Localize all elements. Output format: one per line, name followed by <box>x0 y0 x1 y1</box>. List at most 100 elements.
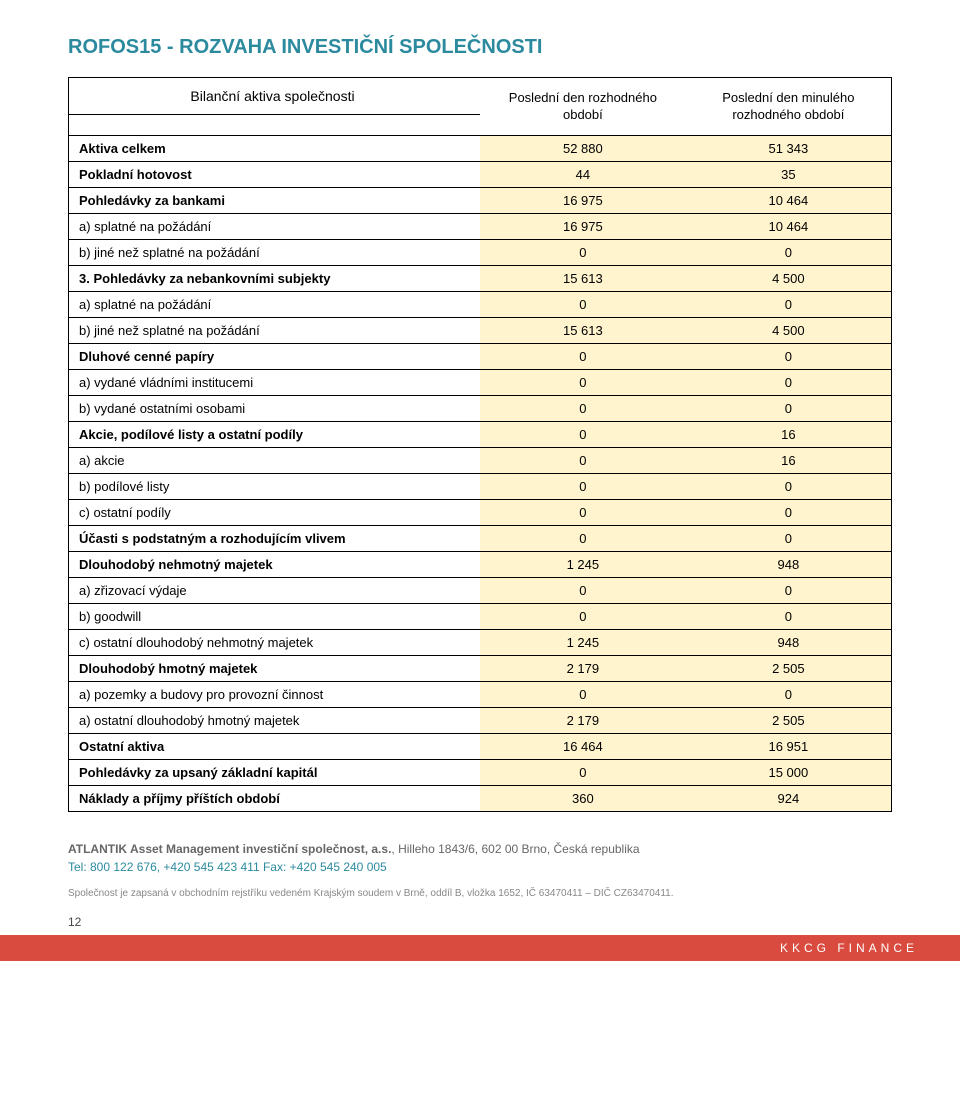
row-value-2: 0 <box>686 344 892 370</box>
row-value-2: 948 <box>686 630 892 656</box>
row-value-2: 948 <box>686 552 892 578</box>
table-row: c) ostatní dlouhodobý nehmotný majetek1 … <box>69 630 892 656</box>
table-row: Dluhové cenné papíry00 <box>69 344 892 370</box>
balance-table: Bilanční aktiva společnosti Poslední den… <box>68 77 892 812</box>
row-value-2: 0 <box>686 500 892 526</box>
row-value-1: 0 <box>480 370 686 396</box>
row-value-1: 15 613 <box>480 266 686 292</box>
table-row: Aktiva celkem52 88051 343 <box>69 136 892 162</box>
table-row: Náklady a příjmy příštích období360924 <box>69 786 892 812</box>
row-value-1: 0 <box>480 448 686 474</box>
row-value-2: 15 000 <box>686 760 892 786</box>
table-row: a) akcie016 <box>69 448 892 474</box>
table-row: Akcie, podílové listy a ostatní podíly01… <box>69 422 892 448</box>
table-col1-header: Poslední den rozhodného období <box>480 78 686 136</box>
row-value-2: 51 343 <box>686 136 892 162</box>
table-row: Dlouhodobý hmotný majetek2 1792 505 <box>69 656 892 682</box>
footer-address-rest: , Hilleho 1843/6, 602 00 Brno, Česká rep… <box>391 842 639 856</box>
footer-company-name: ATLANTIK Asset Management investiční spo… <box>68 842 391 856</box>
table-row: b) goodwill00 <box>69 604 892 630</box>
page-title: ROFOS15 - ROZVAHA INVESTIČNÍ SPOLEČNOSTI <box>68 36 892 59</box>
row-value-2: 4 500 <box>686 318 892 344</box>
row-value-2: 16 951 <box>686 734 892 760</box>
row-value-1: 0 <box>480 396 686 422</box>
row-value-2: 4 500 <box>686 266 892 292</box>
row-value-1: 0 <box>480 292 686 318</box>
table-row: Dlouhodobý nehmotný majetek1 245948 <box>69 552 892 578</box>
table-row: c) ostatní podíly00 <box>69 500 892 526</box>
row-label: a) akcie <box>69 448 481 474</box>
row-value-1: 2 179 <box>480 656 686 682</box>
row-value-2: 16 <box>686 422 892 448</box>
row-label: a) splatné na požádání <box>69 292 481 318</box>
brand-strip: KKCG FINANCE <box>0 935 960 961</box>
row-label: b) podílové listy <box>69 474 481 500</box>
row-label: Ostatní aktiva <box>69 734 481 760</box>
table-row: a) ostatní dlouhodobý hmotný majetek2 17… <box>69 708 892 734</box>
row-value-2: 16 <box>686 448 892 474</box>
row-value-2: 10 464 <box>686 188 892 214</box>
row-value-1: 0 <box>480 682 686 708</box>
row-value-2: 10 464 <box>686 214 892 240</box>
row-value-2: 0 <box>686 292 892 318</box>
row-value-2: 924 <box>686 786 892 812</box>
table-row: 3. Pohledávky za nebankovními subjekty15… <box>69 266 892 292</box>
row-value-1: 16 975 <box>480 188 686 214</box>
row-value-1: 360 <box>480 786 686 812</box>
row-value-1: 0 <box>480 760 686 786</box>
page-number: 12 <box>68 915 892 929</box>
row-value-1: 52 880 <box>480 136 686 162</box>
row-label: Pohledávky za upsaný základní kapitál <box>69 760 481 786</box>
row-value-2: 0 <box>686 240 892 266</box>
table-row: b) vydané ostatními osobami00 <box>69 396 892 422</box>
table-col2-header: Poslední den minulého rozhodného období <box>686 78 892 136</box>
row-value-1: 0 <box>480 526 686 552</box>
table-row: a) splatné na požádání00 <box>69 292 892 318</box>
row-value-2: 35 <box>686 162 892 188</box>
row-label: b) vydané ostatními osobami <box>69 396 481 422</box>
table-row: a) pozemky a budovy pro provozní činnost… <box>69 682 892 708</box>
row-label: c) ostatní dlouhodobý nehmotný majetek <box>69 630 481 656</box>
table-row: a) splatné na požádání16 97510 464 <box>69 214 892 240</box>
row-label: b) goodwill <box>69 604 481 630</box>
row-value-1: 0 <box>480 578 686 604</box>
table-row: Účasti s podstatným a rozhodujícím vlive… <box>69 526 892 552</box>
row-label: Dlouhodobý nehmotný majetek <box>69 552 481 578</box>
row-label: c) ostatní podíly <box>69 500 481 526</box>
table-row: b) jiné než splatné na požádání00 <box>69 240 892 266</box>
table-row: a) vydané vládními institucemi00 <box>69 370 892 396</box>
row-label: Účasti s podstatným a rozhodujícím vlive… <box>69 526 481 552</box>
row-value-1: 16 464 <box>480 734 686 760</box>
row-label: Pokladní hotovost <box>69 162 481 188</box>
row-label: b) jiné než splatné na požádání <box>69 318 481 344</box>
footer-block: ATLANTIK Asset Management investiční spo… <box>68 840 892 901</box>
row-value-1: 1 245 <box>480 552 686 578</box>
row-value-1: 0 <box>480 240 686 266</box>
row-value-1: 2 179 <box>480 708 686 734</box>
table-row: b) jiné než splatné na požádání15 6134 5… <box>69 318 892 344</box>
row-label: Náklady a příjmy příštích období <box>69 786 481 812</box>
row-value-2: 2 505 <box>686 656 892 682</box>
row-value-1: 16 975 <box>480 214 686 240</box>
table-row: b) podílové listy00 <box>69 474 892 500</box>
row-value-2: 0 <box>686 682 892 708</box>
table-row: Pokladní hotovost4435 <box>69 162 892 188</box>
table-row: Ostatní aktiva16 46416 951 <box>69 734 892 760</box>
table-row: Pohledávky za upsaný základní kapitál015… <box>69 760 892 786</box>
row-value-2: 2 505 <box>686 708 892 734</box>
footer-address: ATLANTIK Asset Management investiční spo… <box>68 840 892 858</box>
table-row: Pohledávky za bankami16 97510 464 <box>69 188 892 214</box>
row-value-2: 0 <box>686 370 892 396</box>
row-label: Pohledávky za bankami <box>69 188 481 214</box>
row-label: 3. Pohledávky za nebankovními subjekty <box>69 266 481 292</box>
row-value-2: 0 <box>686 604 892 630</box>
row-label: Aktiva celkem <box>69 136 481 162</box>
row-label: a) vydané vládními institucemi <box>69 370 481 396</box>
row-value-1: 44 <box>480 162 686 188</box>
row-value-1: 0 <box>480 474 686 500</box>
table-header-label: Bilanční aktiva společnosti <box>69 78 481 115</box>
table-row: a) zřizovací výdaje00 <box>69 578 892 604</box>
row-label: Dlouhodobý hmotný majetek <box>69 656 481 682</box>
row-value-1: 0 <box>480 604 686 630</box>
row-value-2: 0 <box>686 578 892 604</box>
